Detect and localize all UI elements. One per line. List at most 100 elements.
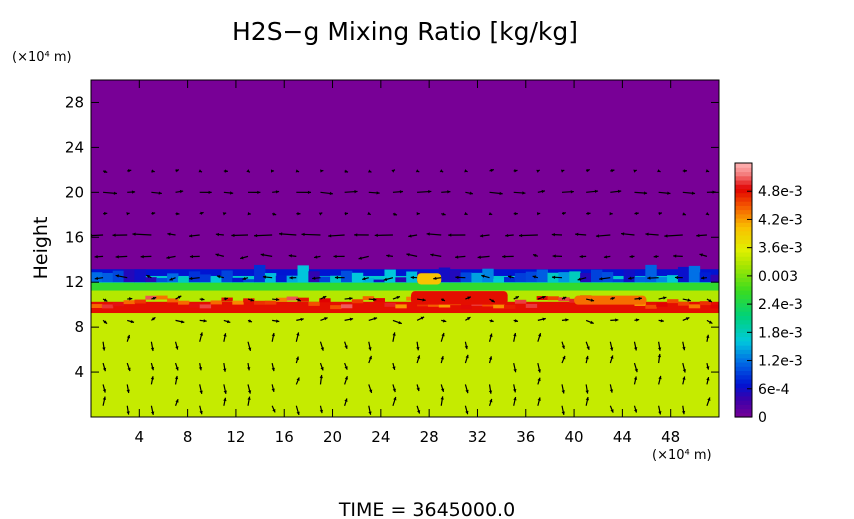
field-interface-cell [297, 265, 309, 283]
wind-vector-head [441, 297, 445, 302]
field-interface-cell [167, 273, 179, 283]
wind-vector-head [633, 169, 637, 173]
colorbar-swatch [735, 201, 752, 206]
field-interface-cell [677, 266, 690, 283]
wind-vector-head [674, 275, 679, 280]
wind-vector-head [127, 367, 131, 372]
field-band-cell [275, 297, 288, 302]
field-band-cell [91, 304, 103, 308]
wind-vector-head [393, 396, 397, 401]
field-interface-cell [612, 279, 625, 283]
field-band-cell [667, 299, 679, 304]
wind-vector-head [657, 169, 661, 173]
colorbar: 0 6e-4 1.2e-3 1.8e-3 2.4e-3 0.003 3.6e-3 4.2e-3… [734, 162, 803, 426]
wind-vector-head [536, 212, 541, 216]
wind-vector-head [368, 347, 372, 351]
wind-vector-head [344, 398, 348, 402]
wind-vector-head [296, 411, 300, 416]
wind-vector-head [150, 376, 155, 380]
wind-vector-head [198, 366, 203, 371]
wind-vector-head [513, 332, 517, 337]
wind-vector-head [275, 190, 280, 194]
colorbar-swatch [735, 302, 752, 308]
wind-vector-head [585, 397, 590, 401]
wind-vector-head [300, 317, 304, 322]
y-tick-label: 8 [74, 318, 84, 336]
colorbar-swatch [735, 251, 752, 257]
wind-vector-head [373, 297, 377, 302]
colorbar-swatch [735, 328, 752, 333]
wind-vector-head [151, 411, 155, 415]
colorbar-swatch [735, 273, 752, 278]
wind-vector-head [386, 254, 390, 258]
field-level-0 [91, 312, 719, 417]
wind-vector-head [441, 332, 445, 337]
wind-vector-head [224, 169, 228, 173]
wind-vector-head [428, 189, 432, 194]
field-band-cell [156, 295, 168, 300]
wind-vector-head [467, 296, 471, 300]
wind-vector-head [349, 317, 354, 321]
wind-vector-head [570, 190, 574, 194]
colorbar-swatch [735, 277, 752, 283]
wind-vector-head [541, 189, 545, 194]
colorbar-swatch [735, 340, 752, 346]
wind-vector-head [536, 169, 540, 173]
colorbar-swatch [735, 412, 752, 418]
field-band-cell [254, 300, 266, 305]
wind-vector-head [224, 297, 228, 301]
field-interface-cell [471, 272, 483, 283]
colorbar-swatch [735, 234, 752, 240]
wind-vector-head [158, 191, 162, 195]
colorbar-swatch [735, 391, 752, 397]
field-band-cell [308, 301, 320, 306]
wind-vector-head [562, 355, 566, 360]
wind-vector-head [296, 332, 300, 336]
field-interface-cell [91, 272, 103, 283]
field-band-cell [221, 297, 233, 302]
x-tick-label: 36 [516, 428, 535, 446]
wind-vector-head [271, 367, 275, 372]
field-interface-cell [590, 269, 603, 283]
wind-vector-head [658, 411, 662, 415]
wind-vector-head [502, 254, 506, 259]
wind-vector-head [102, 347, 106, 351]
wind-vector-head [609, 211, 613, 216]
wind-vector-head [552, 254, 556, 258]
wind-vector-head [682, 346, 686, 351]
wind-vector-head [611, 169, 615, 173]
field-interface-cell [373, 279, 385, 283]
wind-vector-head [103, 320, 108, 324]
field-band-cell [101, 304, 114, 309]
wind-vector-head [179, 189, 184, 194]
wind-vector-head [392, 388, 396, 393]
field-interface-cell [667, 275, 679, 283]
wind-vector-head [112, 233, 116, 237]
wind-vector-head [430, 253, 434, 257]
wind-vector-head [208, 190, 212, 195]
x-tick-label: 40 [565, 428, 584, 446]
wind-vector-head [708, 299, 712, 303]
field-level-3 [91, 282, 719, 291]
wind-vector-head [609, 389, 614, 393]
colorbar-swatch [735, 209, 752, 215]
field-band-cell [373, 298, 385, 303]
field-interface-cell [449, 270, 462, 283]
x-tick-label: 16 [275, 428, 294, 446]
colorbar-swatch [735, 188, 752, 194]
wind-vector-head [250, 298, 254, 302]
field-interface-cell [199, 274, 212, 283]
wind-vector-head [634, 347, 638, 351]
wind-vector-head [129, 297, 133, 301]
field-interface-cell [134, 269, 146, 283]
wind-vector-head [203, 319, 207, 323]
field-band-cell [362, 296, 375, 301]
wind-vector-head [681, 410, 686, 415]
wind-vector-head [542, 295, 546, 300]
field-interface-cell [145, 277, 157, 283]
wind-vector-head [312, 276, 316, 280]
wind-vector-head [691, 191, 696, 195]
colorbar-swatch [735, 387, 752, 393]
wind-vector-head [242, 276, 246, 281]
wind-vector-head [442, 212, 446, 216]
